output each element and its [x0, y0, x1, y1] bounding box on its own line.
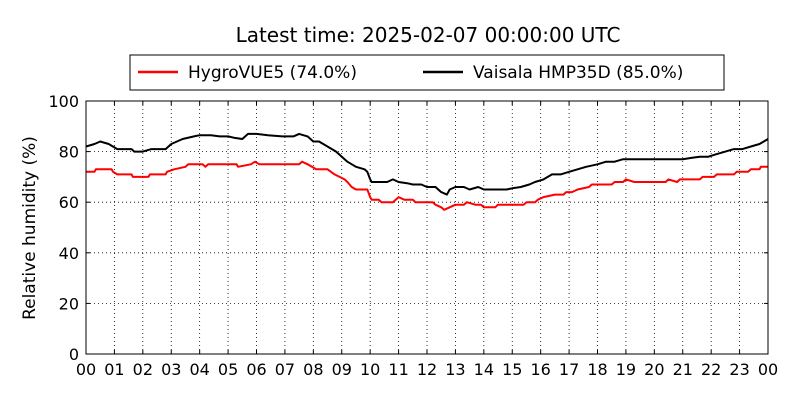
y-tick-label: 40: [59, 244, 79, 263]
x-tick-label: 14: [474, 360, 494, 379]
y-tick-label: 0: [69, 345, 79, 364]
y-tick-label: 60: [59, 193, 79, 212]
x-tick-label: 15: [502, 360, 522, 379]
x-tick-label: 22: [701, 360, 721, 379]
series-layer: [85, 132, 769, 211]
legend: HygroVUE5 (74.0%) Vaisala HMP35D (85.0%): [129, 54, 725, 91]
y-tick-label: 100: [48, 92, 79, 111]
x-tick-label: 17: [559, 360, 579, 379]
x-tick-label: 11: [388, 360, 408, 379]
legend-label-series-1: Vaisala HMP35D (85.0%): [473, 63, 683, 83]
x-tick-label: 18: [587, 360, 607, 379]
series-line-1: [85, 132, 769, 196]
y-tick-label: 80: [59, 143, 79, 162]
x-tick-label: 21: [673, 360, 693, 379]
grid-lines: [86, 101, 768, 354]
x-tick-label: 16: [530, 360, 550, 379]
chart-title: Latest time: 2025-02-07 00:00:00 UTC: [236, 23, 621, 47]
x-tick-label: 19: [616, 360, 636, 379]
x-tick-label: 12: [417, 360, 437, 379]
x-tick-label: 08: [303, 360, 323, 379]
x-tick-label: 04: [189, 360, 209, 379]
x-tick-label: 02: [133, 360, 153, 379]
x-tick-label: 09: [332, 360, 352, 379]
x-tick-label: 00: [76, 360, 96, 379]
x-tick-label: 05: [218, 360, 238, 379]
x-tick-label: 23: [729, 360, 749, 379]
series-line-0: [86, 160, 768, 211]
x-tick-label: 10: [360, 360, 380, 379]
plot-frame: [85, 100, 769, 355]
x-tick-label: 07: [275, 360, 295, 379]
y-axis-label: Relative humidity (%): [20, 136, 40, 320]
legend-label-series-0: HygroVUE5 (74.0%): [188, 63, 357, 83]
x-tick-label: 13: [445, 360, 465, 379]
x-tick-label: 06: [246, 360, 266, 379]
x-tick-label: 03: [161, 360, 181, 379]
x-tick-label: 00: [758, 360, 778, 379]
axis-ticks: 00 01 02 03 04 05 06 07 08 09 10 11 12 13 14 15 16 17 18 19…: [48, 92, 778, 379]
x-tick-label: 20: [644, 360, 664, 379]
x-tick-label: 01: [104, 360, 124, 379]
y-tick-label: 20: [59, 294, 79, 313]
